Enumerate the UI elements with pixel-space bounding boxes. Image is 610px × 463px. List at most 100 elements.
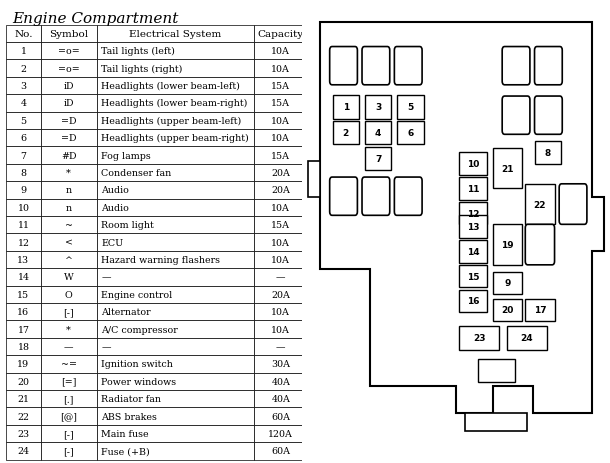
Text: 7: 7 — [375, 155, 381, 164]
Text: 10A: 10A — [271, 47, 290, 56]
FancyBboxPatch shape — [329, 47, 357, 86]
Bar — [6, 113, 41, 130]
Bar — [41, 390, 96, 407]
Bar — [6, 407, 41, 425]
Bar — [459, 326, 499, 350]
Bar — [493, 149, 522, 189]
Bar — [41, 425, 96, 442]
Text: Symbol: Symbol — [49, 30, 88, 38]
Bar — [41, 251, 96, 269]
Bar — [254, 60, 308, 77]
Text: Hazard warning flashers: Hazard warning flashers — [101, 256, 220, 264]
Text: 21: 21 — [501, 164, 514, 173]
Text: 20A: 20A — [271, 290, 290, 299]
Text: Fog lamps: Fog lamps — [101, 151, 151, 160]
Text: 19: 19 — [17, 360, 29, 369]
Text: Audio: Audio — [101, 203, 129, 212]
Bar — [41, 43, 96, 60]
Bar — [96, 43, 254, 60]
Bar — [96, 390, 254, 407]
Text: 20A: 20A — [271, 186, 290, 195]
Bar — [6, 182, 41, 199]
Text: W: W — [64, 273, 74, 282]
Text: No.: No. — [14, 30, 33, 38]
Bar — [254, 217, 308, 234]
Text: 16: 16 — [17, 307, 29, 316]
Text: ABS brakes: ABS brakes — [101, 412, 157, 420]
Bar — [6, 373, 41, 390]
Bar — [41, 320, 96, 338]
Text: 10A: 10A — [271, 203, 290, 212]
Bar — [254, 442, 308, 459]
FancyBboxPatch shape — [394, 178, 422, 216]
Text: [-]: [-] — [63, 307, 74, 316]
Text: 18: 18 — [18, 342, 29, 351]
Bar — [459, 265, 487, 288]
Text: *: * — [66, 169, 71, 177]
Text: =D: =D — [61, 134, 76, 143]
Bar — [459, 178, 487, 200]
Bar — [96, 373, 254, 390]
Text: 10: 10 — [467, 160, 479, 169]
Text: Condenser fan: Condenser fan — [101, 169, 171, 177]
Bar — [41, 113, 96, 130]
Bar — [6, 320, 41, 338]
FancyBboxPatch shape — [362, 178, 390, 216]
Bar — [254, 164, 308, 182]
FancyBboxPatch shape — [525, 225, 554, 265]
Bar — [41, 303, 96, 320]
Bar — [96, 442, 254, 459]
Bar — [96, 164, 254, 182]
Bar — [365, 96, 391, 119]
Bar — [41, 407, 96, 425]
Text: 12: 12 — [18, 238, 29, 247]
Text: 1: 1 — [343, 103, 349, 112]
Bar — [96, 407, 254, 425]
Text: Room light: Room light — [101, 221, 154, 230]
Bar — [41, 130, 96, 147]
Text: 14: 14 — [18, 273, 29, 282]
Bar — [254, 199, 308, 217]
Bar — [6, 130, 41, 147]
Text: 10A: 10A — [271, 64, 290, 73]
Text: =o=: =o= — [58, 64, 79, 73]
Bar — [365, 122, 391, 145]
Bar — [96, 234, 254, 251]
Bar — [254, 95, 308, 112]
Text: 3: 3 — [375, 103, 381, 112]
Bar — [6, 356, 41, 373]
Text: ECU: ECU — [101, 238, 123, 247]
Bar — [6, 251, 41, 269]
FancyBboxPatch shape — [534, 97, 562, 135]
Text: 6: 6 — [20, 134, 26, 143]
Text: 13: 13 — [17, 256, 29, 264]
Bar — [254, 303, 308, 320]
Text: =o=: =o= — [58, 47, 79, 56]
Bar — [6, 77, 41, 95]
Bar — [6, 286, 41, 303]
Text: —: — — [276, 273, 285, 282]
Text: 7: 7 — [20, 151, 26, 160]
Polygon shape — [465, 413, 527, 432]
Bar — [96, 425, 254, 442]
Text: 40A: 40A — [271, 394, 290, 403]
Bar — [96, 130, 254, 147]
Bar — [398, 96, 423, 119]
Text: 17: 17 — [18, 325, 29, 334]
Bar — [254, 251, 308, 269]
Bar — [41, 338, 96, 356]
Bar — [96, 182, 254, 199]
Bar — [41, 164, 96, 182]
Bar — [459, 216, 487, 238]
Text: 15A: 15A — [271, 82, 290, 91]
Text: 22: 22 — [18, 412, 29, 420]
Text: 15A: 15A — [271, 99, 290, 108]
Text: 8: 8 — [20, 169, 26, 177]
Bar — [254, 338, 308, 356]
Bar — [333, 122, 359, 145]
FancyBboxPatch shape — [329, 178, 357, 216]
Bar — [6, 217, 41, 234]
Text: 16: 16 — [467, 297, 479, 306]
Text: <: < — [65, 238, 73, 247]
Text: ^: ^ — [65, 256, 73, 264]
